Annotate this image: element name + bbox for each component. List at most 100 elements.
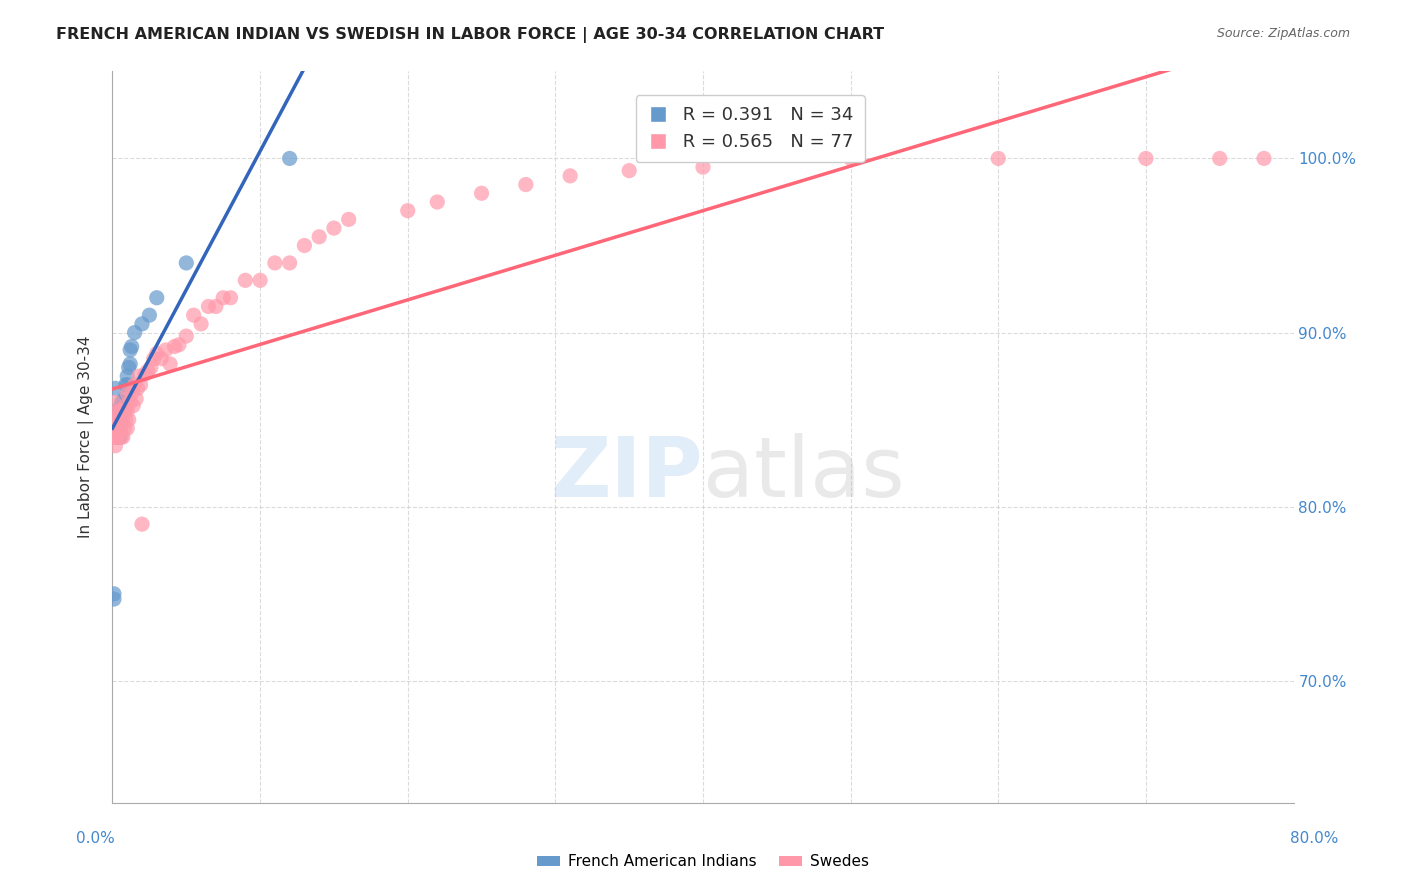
Point [839, 152, 862, 166]
Point [987, 152, 1010, 166]
Point [114, 412, 136, 426]
Y-axis label: In Labor Force | Age 30-34: In Labor Force | Age 30-34 [77, 335, 94, 539]
Point [138, 308, 160, 322]
Point [108, 430, 131, 444]
Point [110, 412, 132, 426]
Point [107, 430, 129, 444]
Point [104, 421, 127, 435]
Text: atlas: atlas [703, 434, 904, 514]
Point [146, 346, 169, 360]
Point [104, 439, 127, 453]
Point [396, 203, 419, 218]
Point [105, 412, 128, 426]
Point [104, 412, 127, 426]
Point [111, 395, 134, 409]
Point [120, 343, 142, 357]
Point [1135, 152, 1157, 166]
Point [124, 326, 146, 340]
Point [112, 404, 135, 418]
Point [108, 421, 131, 435]
Point [174, 329, 197, 343]
Point [103, 587, 125, 601]
Point [292, 238, 315, 252]
Point [107, 411, 129, 425]
Point [117, 377, 138, 392]
Point [117, 421, 138, 435]
Point [183, 308, 205, 322]
Point [112, 421, 135, 435]
Point [515, 178, 537, 192]
Point [308, 229, 330, 244]
Point [197, 300, 219, 314]
Point [426, 194, 449, 209]
Point [155, 343, 177, 357]
Point [146, 291, 169, 305]
Point [108, 416, 131, 430]
Point [103, 395, 125, 409]
Text: 0.0%: 0.0% [76, 831, 115, 846]
Point [107, 421, 129, 435]
Point [124, 377, 146, 392]
Point [249, 273, 271, 287]
Point [205, 300, 228, 314]
Point [142, 351, 165, 366]
Point [692, 160, 714, 174]
Point [112, 392, 135, 406]
Point [278, 256, 301, 270]
Point [108, 411, 131, 425]
Point [107, 416, 129, 430]
Point [120, 357, 142, 371]
Point [104, 430, 127, 444]
Point [1208, 152, 1232, 166]
Text: Source: ZipAtlas.com: Source: ZipAtlas.com [1216, 27, 1350, 40]
Point [159, 357, 181, 371]
Point [136, 364, 159, 378]
Point [107, 412, 129, 426]
Point [111, 404, 134, 418]
Point [110, 395, 132, 409]
Point [111, 404, 134, 418]
Point [131, 317, 153, 331]
Point [105, 430, 128, 444]
Point [105, 417, 128, 432]
Point [278, 152, 301, 166]
Point [470, 186, 494, 201]
Point [117, 369, 138, 384]
Point [118, 360, 141, 375]
Point [323, 221, 346, 235]
Text: 80.0%: 80.0% [1291, 831, 1339, 846]
Point [111, 416, 134, 430]
Point [219, 291, 242, 305]
Point [1253, 152, 1275, 166]
Point [103, 430, 125, 444]
Point [103, 592, 125, 607]
Point [134, 368, 156, 382]
Point [104, 381, 127, 395]
Point [264, 256, 287, 270]
Point [174, 256, 197, 270]
Point [105, 421, 128, 435]
Point [128, 369, 150, 384]
Point [558, 169, 582, 183]
Point [110, 404, 132, 418]
Point [233, 273, 256, 287]
Point [163, 339, 186, 353]
Point [125, 392, 148, 406]
Point [108, 425, 131, 439]
Point [110, 404, 132, 418]
Point [110, 430, 132, 444]
Point [105, 409, 128, 424]
Point [112, 404, 135, 418]
Point [337, 212, 360, 227]
Point [114, 399, 136, 413]
Point [118, 412, 141, 426]
Point [104, 404, 127, 418]
Point [212, 291, 235, 305]
Point [105, 421, 128, 435]
Text: FRENCH AMERICAN INDIAN VS SWEDISH IN LABOR FORCE | AGE 30-34 CORRELATION CHART: FRENCH AMERICAN INDIAN VS SWEDISH IN LAB… [56, 27, 884, 43]
Point [114, 377, 136, 392]
Point [129, 377, 152, 392]
Legend: French American Indians, Swedes: French American Indians, Swedes [531, 848, 875, 875]
Point [619, 163, 641, 178]
Point [107, 404, 129, 418]
